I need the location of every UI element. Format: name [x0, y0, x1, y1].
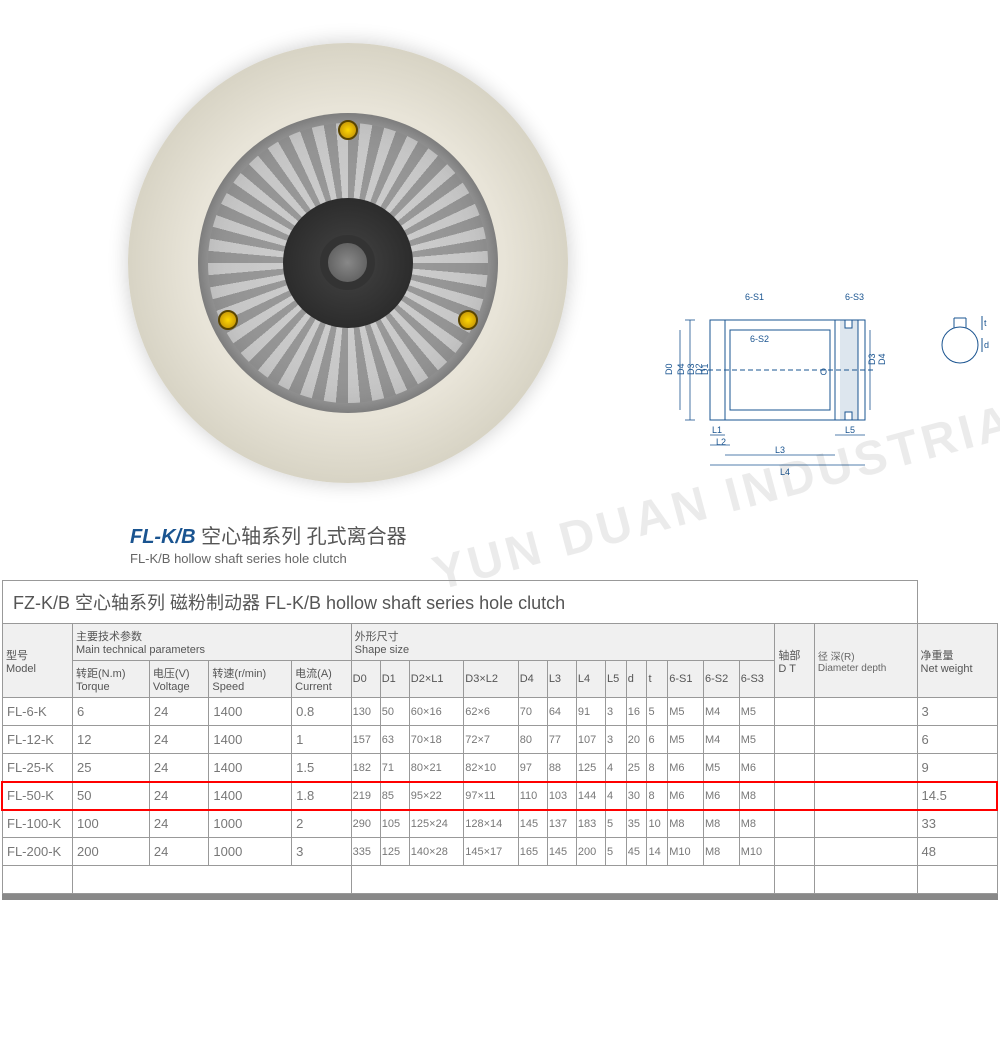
drawing-label-d4a: D4: [676, 363, 686, 375]
header-t: t: [647, 661, 668, 698]
header-shaft: 轴部 D T: [775, 624, 814, 698]
title-cn: 空心轴系列 孔式离合器: [201, 526, 407, 548]
drawing-label-d1: D1: [700, 363, 710, 375]
header-d0: D0: [351, 661, 380, 698]
drawing-label-s2: 6-S2: [750, 334, 769, 344]
table-row: FL-6-K62414000.81305060×1662×67064913165…: [3, 698, 998, 726]
title-block: FL-K/B 空心轴系列 孔式离合器 FL-K/B hollow shaft s…: [130, 520, 407, 566]
title-code: FL-K/B: [130, 526, 196, 548]
header-model: 型号 Model: [3, 624, 73, 698]
header-d1: D1: [380, 661, 409, 698]
header-l3: L3: [547, 661, 576, 698]
header-d4: D4: [518, 661, 547, 698]
drawing-label-l4: L4: [780, 467, 790, 477]
table-row: FL-12-K1224140011576370×1872×78077107320…: [3, 726, 998, 754]
table-banner: FZ-K/B 空心轴系列 磁粉制动器 FL-K/B hollow shaft s…: [3, 581, 918, 624]
drawing-label-l3: L3: [775, 445, 785, 455]
drawing-label-o: O: [820, 367, 827, 377]
drawing-label-d: d: [984, 340, 989, 350]
top-section: 6-S1 6-S2 6-S3 D0 D4 D3 D2 D1 O D3 D4 L1…: [0, 0, 1000, 570]
header-params: 主要技术参数 Main technical parameters: [73, 624, 352, 661]
header-s1: 6-S1: [668, 661, 704, 698]
table-row: FL-200-K2002410003335125140×28145×171651…: [3, 838, 998, 866]
header-d3l2: D3×L2: [464, 661, 518, 698]
drawing-label-l1: L1: [712, 425, 722, 435]
drawing-label-d4b: D4: [877, 353, 887, 365]
spec-table: FZ-K/B 空心轴系列 磁粉制动器 FL-K/B hollow shaft s…: [2, 580, 998, 894]
header-dd: d: [626, 661, 647, 698]
header-weight: 净重量 Net weight: [917, 624, 997, 698]
drawing-label-d3b: D3: [867, 353, 877, 365]
table-row: FL-100-K1002410002290105125×24128×141451…: [3, 810, 998, 838]
drawing-label-l2: L2: [716, 437, 726, 447]
drawing-label-l5: L5: [845, 425, 855, 435]
table-row: FL-25-K252414001.51827180×2182×109788125…: [3, 754, 998, 782]
header-s3: 6-S3: [739, 661, 775, 698]
drawing-label-d0: D0: [664, 363, 674, 375]
header-s2: 6-S2: [703, 661, 739, 698]
header-l4: L4: [576, 661, 605, 698]
header-current: 电流(A)Current: [292, 661, 351, 698]
product-photo: [110, 25, 585, 500]
header-voltage: 电压(V)Voltage: [149, 661, 209, 698]
spec-table-wrap: FZ-K/B 空心轴系列 磁粉制动器 FL-K/B hollow shaft s…: [0, 580, 1000, 894]
drawing-label-s1: 6-S1: [745, 292, 764, 302]
header-l5: L5: [605, 661, 626, 698]
technical-drawing: 6-S1 6-S2 6-S3 D0 D4 D3 D2 D1 O D3 D4 L1…: [650, 280, 990, 480]
header-torque: 转距(N.m)Torque: [73, 661, 150, 698]
drawing-label-t: t: [984, 318, 987, 328]
title-sub: FL-K/B hollow shaft series hole clutch: [130, 551, 407, 566]
header-speed: 转速(r/min)Speed: [209, 661, 292, 698]
header-d2l1: D2×L1: [409, 661, 463, 698]
drawing-label-s3: 6-S3: [845, 292, 864, 302]
table-row: FL-50-K502414001.82198595×2297×111101031…: [3, 782, 998, 810]
header-depth: 径 深(R) Diameter depth: [814, 624, 917, 698]
header-shape: 外形尺寸 Shape size: [351, 624, 775, 661]
